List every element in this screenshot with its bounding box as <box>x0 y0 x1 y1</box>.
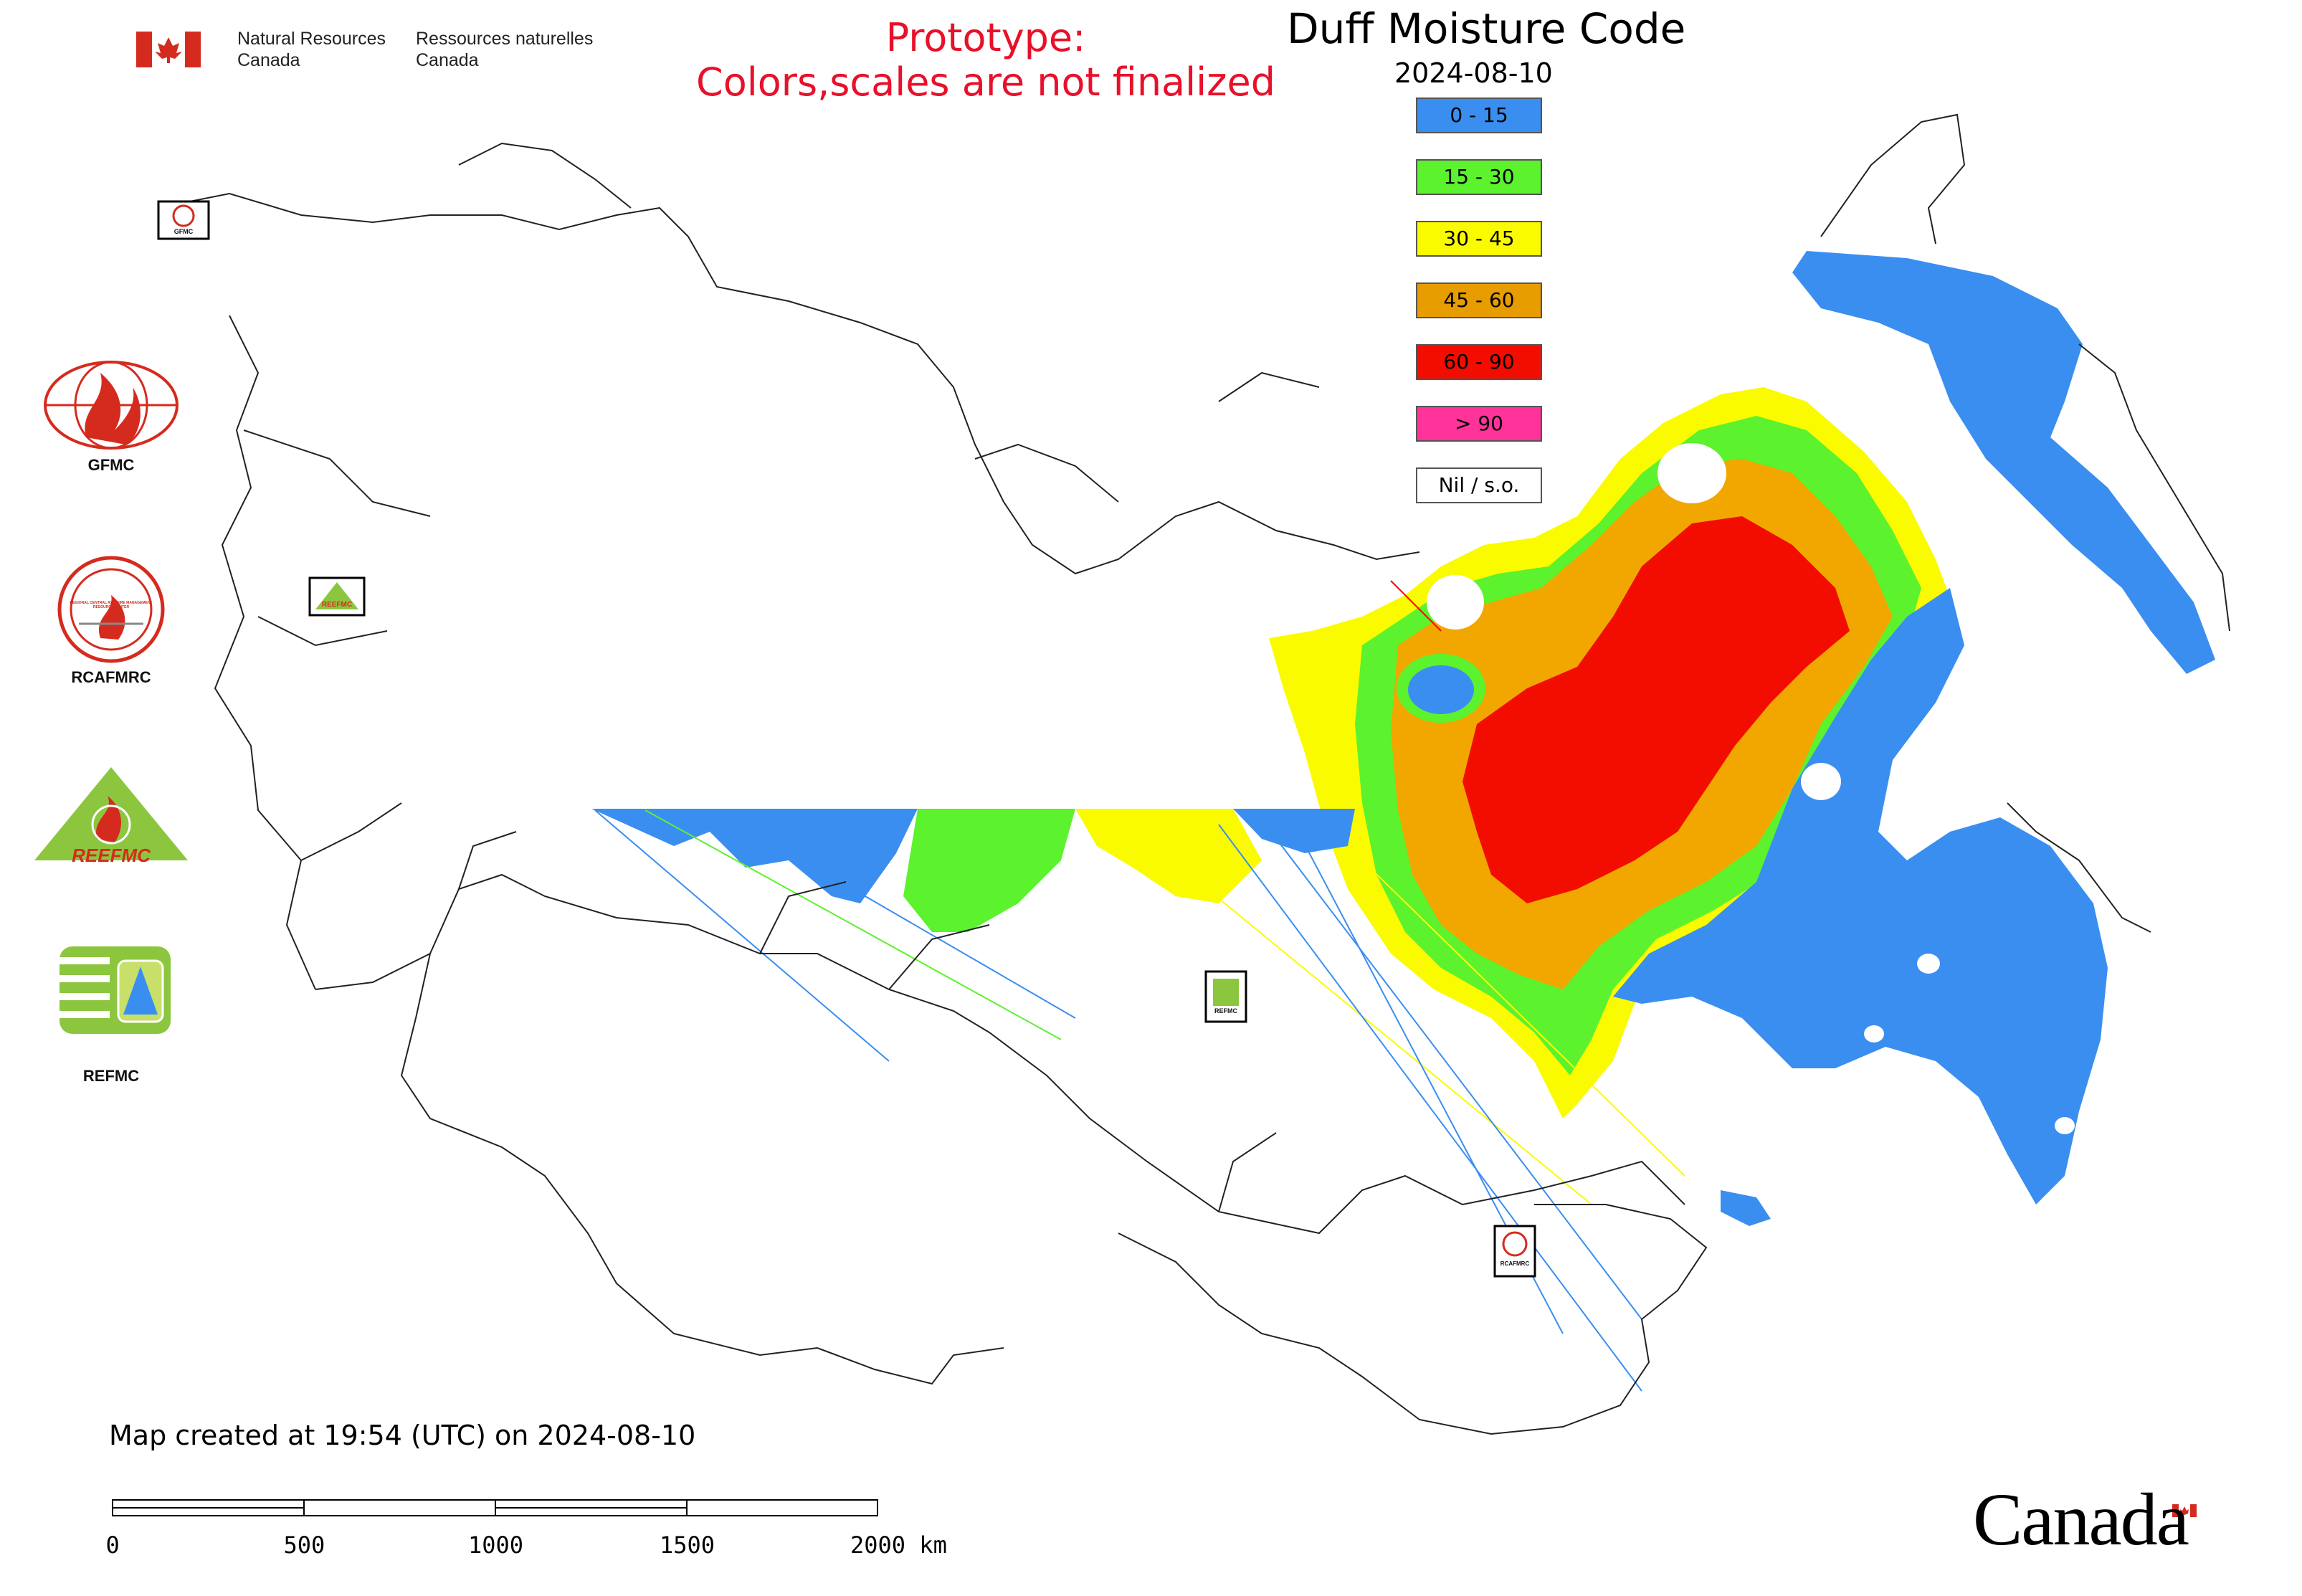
refmc-label: REFMC <box>82 1067 140 1085</box>
org-name-en-line2: Canada <box>237 50 300 70</box>
boundary-west <box>214 315 316 990</box>
scale-bar-label-3: 1500 <box>660 1531 715 1559</box>
legend-item-6: Nil / s.o. <box>1416 467 1542 503</box>
legend-item-5: > 90 <box>1416 406 1542 442</box>
dmc-area-60-90 <box>1462 516 1850 903</box>
boundary-kamchatka <box>1820 113 2230 632</box>
dmc-area-0-15-island-south <box>1721 1190 1771 1226</box>
reefmc-logo <box>34 767 188 860</box>
org-name-en-line1: Natural Resources <box>237 29 386 49</box>
org-name-fr-line1: Ressources naturelles <box>416 29 594 49</box>
canada-flag-header <box>136 32 201 67</box>
dmc-streak-yellow <box>1075 809 1262 903</box>
scale-bar-label-4: 2000 km <box>850 1531 947 1559</box>
rcafmrc-logo <box>57 556 165 663</box>
gfmc-label: GFMC <box>87 456 135 474</box>
map-marker-refmc-label: REFMC <box>1214 1007 1237 1015</box>
dmc-nil-area-4 <box>1917 954 1940 974</box>
dmc-area-0-15-east <box>1613 588 2108 1205</box>
scale-bar-segment-4 <box>686 1499 878 1516</box>
map-marker-rcafmrc-label: RCAFMRC <box>1500 1260 1530 1267</box>
dmc-raster <box>591 251 2215 1392</box>
map-markers <box>157 200 1536 1278</box>
boundary-arctic-islands <box>458 142 1320 503</box>
dmc-area-0-15-lake-west-core <box>1408 665 1474 714</box>
prototype-notice-line1: Prototype: <box>885 15 1086 60</box>
map-date: 2024-08-10 <box>1394 57 1553 89</box>
legend-item-2: 30 - 45 <box>1416 221 1542 257</box>
rcafmrc-ring-text: REGIONAL CENTRAL ASIA FIRE MANAGEMENT RE… <box>70 601 153 609</box>
map-title: Duff Moisture Code <box>1287 4 1686 53</box>
dmc-nil-area-2 <box>1427 575 1484 630</box>
dmc-streak-blue <box>591 809 918 903</box>
dmc-nil-area-6 <box>1688 1107 1713 1130</box>
reefmc-logo-text: REEFMC <box>72 845 151 866</box>
scale-bar-label-2: 1000 <box>468 1531 524 1559</box>
map-marker-reefmc-label: REEFMC <box>321 601 353 609</box>
refmc-logo <box>60 946 171 1034</box>
dmc-area-0-15-far-east <box>1792 251 2215 674</box>
legend-item-0: 0 - 15 <box>1416 98 1542 133</box>
scale-bar <box>112 1499 878 1516</box>
scale-bar-segment-2 <box>303 1499 496 1516</box>
map-marker-gfmc-box <box>157 200 210 240</box>
prototype-notice-line2: Colors,scales are not finalized <box>696 60 1275 105</box>
org-name-fr-line2: Canada <box>416 50 479 70</box>
boundary-inner-regions <box>243 429 1277 1212</box>
dmc-nil-area-1 <box>1657 443 1726 503</box>
rcafmrc-label: RCAFMRC <box>71 668 151 686</box>
boundary-central-asia <box>400 953 1004 1385</box>
dmc-streak-blue-east <box>1233 809 1355 853</box>
dmc-nil-area-5 <box>1864 1025 1884 1042</box>
gfmc-logo <box>44 361 179 450</box>
boundary-south <box>315 873 1685 1235</box>
scale-bar-label-1: 500 <box>283 1531 325 1559</box>
boundary-outer <box>157 192 1420 575</box>
boundary-mongolia <box>1118 1204 1708 1435</box>
boundaries <box>157 113 2230 1435</box>
canada-flag-wordmark <box>2172 1504 2197 1517</box>
legend-item-1: 15 - 30 <box>1416 159 1542 195</box>
map-created-text: Map created at 19:54 (UTC) on 2024-08-10 <box>109 1420 696 1451</box>
dmc-streak-green <box>903 809 1075 932</box>
boundary-sakhalin <box>2007 802 2151 933</box>
map-marker-gfmc-label: GFMC <box>173 228 194 235</box>
partner-logos <box>34 361 188 1034</box>
legend-item-4: 60 - 90 <box>1416 344 1542 380</box>
legend-item-3: 45 - 60 <box>1416 282 1542 318</box>
canada-wordmark: Canada <box>1973 1478 2189 1561</box>
dmc-nil-area-3 <box>1801 763 1841 800</box>
scale-bar-label-0: 0 <box>105 1531 120 1559</box>
dmc-nil-area-7 <box>2055 1117 2075 1134</box>
prototype-notice: Prototype: Colors,scales are not finaliz… <box>688 16 1283 105</box>
map-marker-rcafmrc-box <box>1493 1225 1536 1278</box>
